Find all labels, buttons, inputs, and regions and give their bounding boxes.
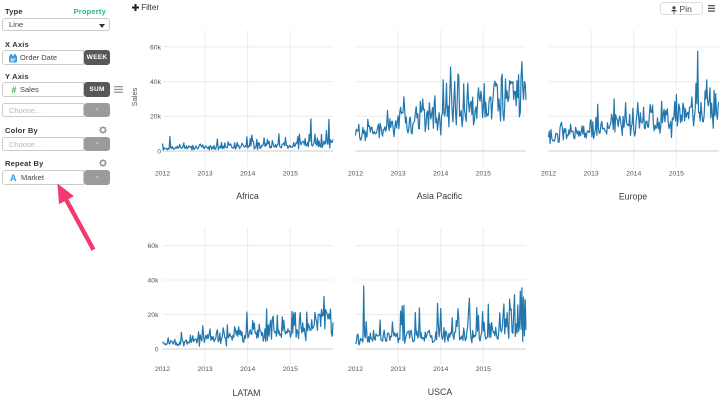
svg-text:2014: 2014 [626, 171, 641, 178]
svg-text:LATAM: LATAM [232, 388, 260, 398]
svg-text:Sales: Sales [130, 87, 139, 106]
svg-text:2013: 2013 [584, 171, 599, 178]
svg-text:40k: 40k [148, 277, 160, 284]
svg-text:2012: 2012 [348, 366, 363, 373]
svg-text:2014: 2014 [240, 366, 255, 373]
svg-text:60k: 60k [150, 44, 162, 51]
svg-text:2013: 2013 [198, 171, 213, 178]
svg-text:2012: 2012 [348, 171, 363, 178]
svg-text:Africa: Africa [236, 191, 259, 201]
svg-text:0: 0 [155, 346, 159, 353]
svg-text:2015: 2015 [476, 171, 491, 178]
svg-text:2012: 2012 [155, 171, 170, 178]
svg-text:2015: 2015 [669, 171, 684, 178]
svg-text:2013: 2013 [391, 171, 406, 178]
svg-text:2015: 2015 [283, 366, 298, 373]
svg-text:40k: 40k [150, 79, 162, 86]
svg-text:2014: 2014 [433, 171, 448, 178]
svg-text:Europe: Europe [619, 192, 647, 202]
svg-text:20k: 20k [150, 114, 162, 121]
svg-text:20k: 20k [148, 312, 160, 319]
svg-text:2014: 2014 [433, 366, 448, 373]
svg-text:0: 0 [157, 148, 161, 155]
svg-text:2012: 2012 [541, 171, 556, 178]
svg-text:2013: 2013 [198, 366, 213, 373]
svg-text:2014: 2014 [240, 171, 255, 178]
svg-text:2015: 2015 [283, 171, 298, 178]
svg-text:60k: 60k [148, 243, 160, 250]
svg-text:USCA: USCA [428, 387, 453, 397]
svg-text:2015: 2015 [476, 366, 491, 373]
svg-text:Asia Pacific: Asia Pacific [417, 191, 463, 201]
svg-text:2013: 2013 [391, 366, 406, 373]
svg-text:2012: 2012 [155, 366, 170, 373]
